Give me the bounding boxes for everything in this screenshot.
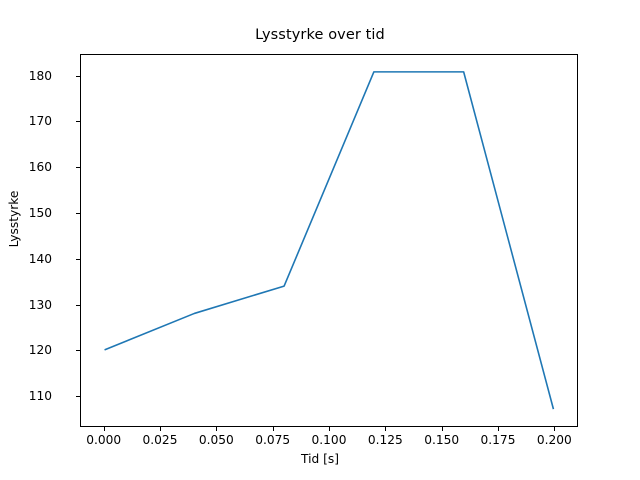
y-tick-mark [76, 75, 80, 77]
x-tick-mark [103, 427, 105, 431]
y-tick-mark [76, 258, 80, 260]
y-tick-mark [76, 350, 80, 352]
x-tick-mark [329, 427, 330, 431]
y-tick-label: 170 [28, 114, 52, 129]
x-tick-mark [272, 427, 274, 431]
data-line-series [104, 71, 555, 410]
x-tick-label: 0.025 [142, 433, 178, 447]
x-tick-mark [498, 427, 499, 431]
x-tick-label: 0.100 [311, 433, 347, 447]
x-tick-mark [554, 427, 556, 431]
plot-area [80, 54, 578, 427]
x-tick-label: 0.050 [198, 433, 234, 447]
y-tick-mark [76, 213, 80, 214]
x-tick-label: 0.000 [86, 433, 122, 447]
x-tick-label: 0.200 [536, 433, 572, 447]
y-axis-label: Lysstyrke [7, 190, 21, 248]
y-tick-label: 130 [28, 297, 52, 312]
x-axis-label: Tid [s] [301, 452, 339, 466]
x-tick-mark [160, 427, 161, 431]
y-tick-label: 160 [28, 160, 52, 175]
y-tick-mark [76, 121, 80, 123]
x-tick-mark [216, 427, 218, 431]
y-tick-label: 140 [28, 251, 52, 266]
y-tick-mark [76, 304, 80, 306]
x-tick-label: 0.125 [367, 433, 403, 447]
y-tick-label: 180 [28, 68, 52, 83]
x-tick-label: 0.175 [480, 433, 516, 447]
x-tick-label: 0.150 [424, 433, 460, 447]
y-tick-label: 110 [28, 389, 52, 404]
chart-title: Lysstyrke over tid [255, 27, 385, 43]
x-tick-mark [385, 427, 387, 431]
x-tick-label: 0.075 [255, 433, 291, 447]
y-tick-label: 150 [28, 206, 52, 220]
y-tick-mark [76, 396, 80, 398]
y-tick-label: 120 [28, 343, 52, 358]
line-lysstyrke [104, 71, 555, 410]
y-tick-mark [76, 167, 80, 169]
x-tick-mark [441, 427, 443, 431]
